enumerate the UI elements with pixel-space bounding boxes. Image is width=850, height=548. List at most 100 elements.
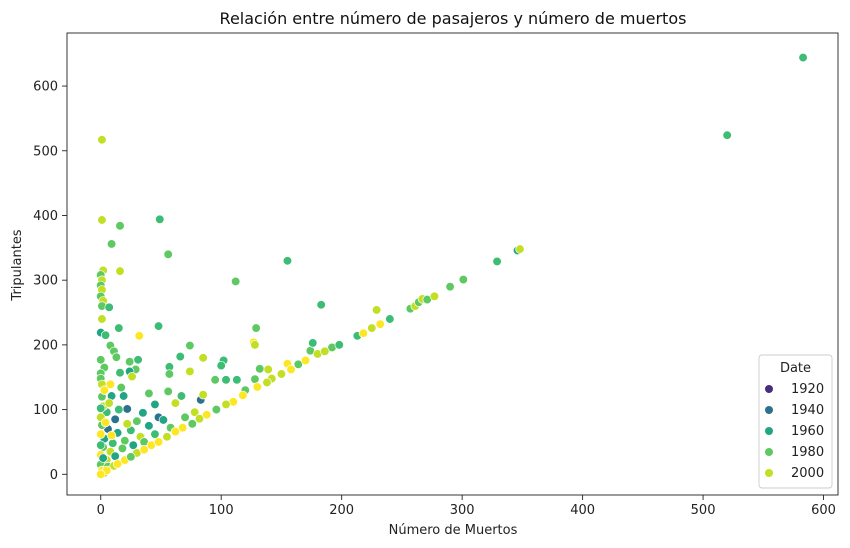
x-axis-label: Número de Muertos — [389, 523, 518, 538]
scatter-point — [97, 135, 107, 145]
scatter-point — [210, 375, 220, 385]
scatter-point — [185, 340, 195, 351]
x-tick-label: 600 — [811, 503, 836, 518]
scatter-point — [177, 423, 188, 433]
scatter-point — [150, 429, 160, 439]
scatter-point — [134, 331, 144, 341]
legend-entry-label: 1940 — [791, 403, 824, 418]
scatter-point — [112, 459, 123, 469]
scatter-point — [286, 364, 296, 375]
scatter-point — [96, 403, 106, 413]
scatter-point — [232, 375, 242, 385]
scatter-point — [153, 437, 164, 447]
scatter-point — [367, 323, 377, 333]
scatter-point — [150, 399, 160, 410]
scatter-point — [375, 319, 385, 329]
scatter-point — [334, 340, 344, 350]
scatter-point — [190, 407, 200, 417]
scatter-point — [144, 388, 154, 399]
x-tick-label: 200 — [329, 503, 354, 518]
scatter-point — [158, 415, 169, 425]
scatter-point — [515, 244, 525, 254]
y-tick-label: 400 — [33, 209, 58, 224]
scatter-point — [429, 291, 440, 302]
legend-entry-label: 2000 — [791, 466, 824, 481]
scatter-point — [163, 249, 173, 259]
chart-title: Relación entre número de pasajeros y núm… — [220, 9, 687, 28]
x-tick-label: 400 — [570, 503, 595, 518]
y-tick-label: 600 — [33, 80, 58, 95]
y-axis-ticks: 0 100 200 300 400 500 600 — [33, 80, 67, 483]
y-axis-label: Tripulantes — [10, 229, 25, 301]
scatter-point — [100, 417, 111, 428]
scatter-point — [251, 323, 261, 333]
scatter-point — [176, 391, 187, 401]
points-layer — [96, 52, 808, 479]
y-tick-label: 200 — [33, 338, 58, 353]
legend-marker — [765, 427, 773, 435]
scatter-point — [371, 305, 382, 315]
scatter-point — [104, 302, 114, 313]
scatter-point — [164, 369, 175, 379]
scatter-point — [115, 221, 125, 231]
scatter-point — [118, 391, 129, 401]
scatter-point — [126, 452, 136, 462]
x-tick-label: 0 — [97, 503, 105, 518]
legend: Date 1920 1940 1960 1980 2000 — [758, 354, 833, 489]
scatter-point — [132, 416, 142, 426]
y-tick-label: 300 — [33, 274, 58, 289]
scatter-point — [124, 357, 135, 367]
legend-entry-label: 1920 — [791, 382, 824, 397]
scatter-point — [202, 410, 212, 420]
legend-entry-label: 1980 — [791, 445, 824, 460]
scatter-point — [96, 429, 106, 439]
scatter-point — [162, 432, 172, 442]
scatter-point — [231, 276, 241, 287]
scatter-point — [320, 346, 330, 357]
legend-box — [758, 354, 833, 489]
scatter-point — [139, 445, 149, 455]
scatter-point — [198, 353, 208, 363]
scatter-point — [170, 426, 181, 437]
scatter-point — [110, 451, 120, 461]
scatter-point — [263, 364, 273, 375]
scatter-point — [115, 266, 125, 276]
scatter-point — [185, 366, 195, 377]
scatter-point — [120, 435, 130, 446]
scatter-point — [105, 379, 116, 390]
scatter-point — [221, 399, 231, 410]
scatter-point — [127, 371, 137, 382]
scatter-point — [106, 239, 117, 249]
x-tick-label: 100 — [209, 503, 234, 518]
scatter-point — [163, 386, 173, 397]
scatter-point — [198, 390, 208, 400]
scatter-point — [194, 413, 205, 424]
scatter-point — [300, 355, 311, 366]
scatter-point — [104, 398, 114, 408]
y-tick-label: 500 — [33, 144, 58, 159]
plot-frame — [66, 32, 839, 496]
scatter-point — [114, 323, 124, 333]
scatter-point — [133, 355, 143, 365]
scatter-point — [117, 443, 128, 454]
scatter-point — [445, 281, 455, 292]
scatter-point — [97, 314, 107, 324]
scatter-point — [170, 398, 181, 408]
scatter-point — [175, 351, 185, 362]
x-tick-label: 300 — [450, 503, 475, 518]
scatter-point — [180, 412, 190, 423]
scatter-point — [115, 368, 125, 378]
scatter-point — [238, 390, 248, 401]
plot-area — [66, 32, 839, 496]
x-tick-label: 500 — [691, 503, 716, 518]
legend-marker — [765, 406, 773, 414]
scatter-point — [96, 469, 106, 479]
scatter-point — [262, 377, 272, 388]
x-axis-ticks: 0 100 200 300 400 500 600 — [97, 495, 836, 518]
scatter-point — [122, 404, 132, 414]
scatter-point — [221, 375, 231, 385]
scatter-point — [98, 453, 108, 463]
scatter-point — [458, 274, 468, 285]
legend-marker — [765, 385, 773, 393]
